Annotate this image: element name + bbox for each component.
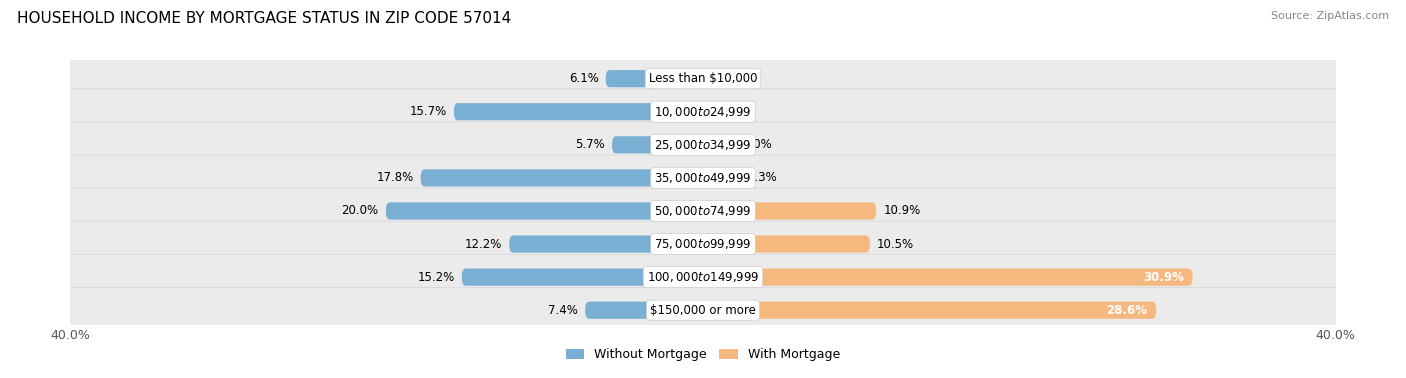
FancyBboxPatch shape xyxy=(420,169,704,186)
FancyBboxPatch shape xyxy=(702,268,1192,286)
Text: Less than $10,000: Less than $10,000 xyxy=(648,72,758,85)
FancyBboxPatch shape xyxy=(58,287,1348,333)
FancyBboxPatch shape xyxy=(702,302,1156,319)
FancyBboxPatch shape xyxy=(58,254,1348,300)
Text: Source: ZipAtlas.com: Source: ZipAtlas.com xyxy=(1271,11,1389,21)
Text: $10,000 to $24,999: $10,000 to $24,999 xyxy=(654,105,752,119)
FancyBboxPatch shape xyxy=(58,56,1348,102)
FancyBboxPatch shape xyxy=(385,202,704,220)
Text: 12.2%: 12.2% xyxy=(465,237,502,251)
Text: 17.8%: 17.8% xyxy=(377,171,413,184)
Text: $75,000 to $99,999: $75,000 to $99,999 xyxy=(654,237,752,251)
Text: 2.3%: 2.3% xyxy=(748,171,778,184)
Text: HOUSEHOLD INCOME BY MORTGAGE STATUS IN ZIP CODE 57014: HOUSEHOLD INCOME BY MORTGAGE STATUS IN Z… xyxy=(17,11,512,26)
FancyBboxPatch shape xyxy=(606,70,704,87)
Text: 10.9%: 10.9% xyxy=(883,204,921,217)
Text: 7.4%: 7.4% xyxy=(548,304,578,317)
FancyBboxPatch shape xyxy=(702,202,876,220)
Legend: Without Mortgage, With Mortgage: Without Mortgage, With Mortgage xyxy=(561,344,845,366)
Text: 20.0%: 20.0% xyxy=(342,204,378,217)
Text: $35,000 to $49,999: $35,000 to $49,999 xyxy=(654,171,752,185)
FancyBboxPatch shape xyxy=(461,268,704,286)
Text: 28.6%: 28.6% xyxy=(1107,304,1147,317)
Text: 6.1%: 6.1% xyxy=(569,72,599,85)
Text: 30.9%: 30.9% xyxy=(1143,271,1184,284)
FancyBboxPatch shape xyxy=(702,136,735,153)
Text: 2.0%: 2.0% xyxy=(742,138,772,151)
FancyBboxPatch shape xyxy=(58,89,1348,135)
FancyBboxPatch shape xyxy=(612,136,704,153)
FancyBboxPatch shape xyxy=(58,221,1348,267)
FancyBboxPatch shape xyxy=(702,235,870,253)
Text: $100,000 to $149,999: $100,000 to $149,999 xyxy=(647,270,759,284)
Text: $50,000 to $74,999: $50,000 to $74,999 xyxy=(654,204,752,218)
FancyBboxPatch shape xyxy=(585,302,704,319)
Text: $150,000 or more: $150,000 or more xyxy=(650,304,756,317)
FancyBboxPatch shape xyxy=(702,169,740,186)
FancyBboxPatch shape xyxy=(58,155,1348,201)
Text: 15.7%: 15.7% xyxy=(409,105,447,118)
FancyBboxPatch shape xyxy=(58,122,1348,168)
Text: 5.7%: 5.7% xyxy=(575,138,605,151)
Text: 15.2%: 15.2% xyxy=(418,271,454,284)
FancyBboxPatch shape xyxy=(58,188,1348,234)
Text: 10.5%: 10.5% xyxy=(877,237,914,251)
FancyBboxPatch shape xyxy=(509,235,704,253)
Text: $25,000 to $34,999: $25,000 to $34,999 xyxy=(654,138,752,152)
FancyBboxPatch shape xyxy=(454,103,704,120)
